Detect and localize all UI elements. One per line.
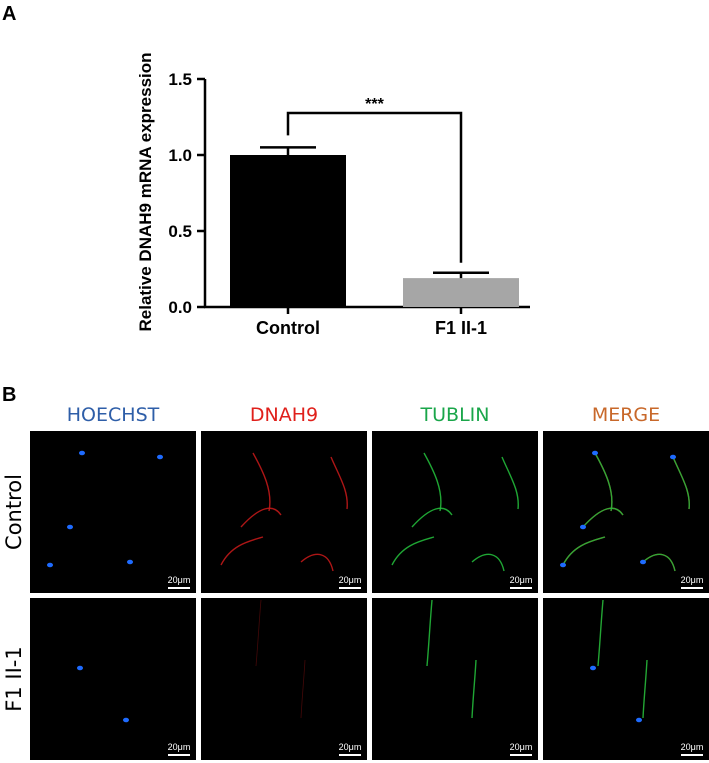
- bar-control: [230, 155, 346, 307]
- dnah9-signal: [252, 452, 271, 512]
- dnah9-signal: [240, 507, 282, 528]
- image-background: [201, 431, 367, 593]
- sperm-nucleus: [590, 665, 596, 671]
- sperm-nucleus: [157, 454, 163, 460]
- scale-bar-label: 20μm: [510, 742, 533, 752]
- tubulin-signal: [642, 553, 676, 572]
- image-panel-f1-ii-1-merge: 20μm: [543, 598, 709, 760]
- microscopy-grid: HOECHST DNAH9 TUBLIN MERGE Control F1 II-1 20μ…: [2, 404, 709, 760]
- sperm-nucleus: [47, 562, 53, 568]
- sperm-nucleus: [636, 717, 642, 723]
- image-panel-control-hoechst: 20μm: [30, 431, 196, 593]
- tubulin-signal: [471, 659, 477, 719]
- x-tick-label: Control: [256, 318, 320, 338]
- panel-a-letter: A: [2, 3, 16, 25]
- sperm-nucleus: [592, 450, 598, 456]
- sperm-nucleus: [67, 524, 73, 530]
- scale-bar-label: 20μm: [339, 742, 362, 752]
- scale-bar-label: 20μm: [168, 575, 191, 585]
- column-header-merge: MERGE: [592, 404, 660, 426]
- sperm-nucleus: [79, 450, 85, 456]
- dnah9-signal: [255, 599, 262, 667]
- y-axis-title: Relative DNAH9 mRNA expression: [136, 52, 155, 331]
- image-panel-f1-ii-1-hoechst: 20μm: [30, 598, 196, 760]
- image-background: [201, 598, 367, 760]
- image-background: [372, 431, 538, 593]
- image-panel-f1-ii-1-tublin: 20μm: [372, 598, 538, 760]
- dnah9-signal: [300, 553, 334, 572]
- image-panel-control-dnah9: 20μm: [201, 431, 367, 593]
- tubulin-signal: [471, 553, 505, 572]
- y-tick-label: 0.0: [168, 298, 192, 317]
- tubulin-signal: [411, 507, 453, 528]
- image-background: [30, 431, 196, 593]
- tubulin-signal: [642, 659, 648, 719]
- scale-bar-label: 20μm: [681, 742, 704, 752]
- row-label: Control: [2, 474, 26, 550]
- dnah9-signal: [300, 659, 306, 719]
- tubulin-signal: [562, 536, 606, 566]
- tubulin-signal: [582, 507, 624, 528]
- scale-bar-label: 20μm: [510, 575, 533, 585]
- image-background: [543, 598, 709, 760]
- column-header-hoechst: HOECHST: [67, 404, 160, 426]
- column-header-dnah9: DNAH9: [250, 404, 318, 426]
- y-tick-label: 1.5: [168, 70, 192, 89]
- sperm-nucleus: [127, 559, 133, 565]
- image-panel-control-merge: 20μm: [543, 431, 709, 593]
- tubulin-signal: [594, 452, 613, 512]
- panel-b-letter: B: [2, 384, 16, 406]
- sperm-nucleus: [580, 524, 586, 530]
- tubulin-signal: [597, 599, 604, 667]
- bar-f1-ii-1: [403, 278, 519, 307]
- scale-bar-label: 20μm: [681, 575, 704, 585]
- significance-label: ***: [365, 96, 384, 113]
- column-header-tublin: TUBLIN: [420, 404, 490, 426]
- image-background: [372, 598, 538, 760]
- significance-bracket: [286, 111, 463, 263]
- scale-bar-label: 20μm: [168, 742, 191, 752]
- dnah9-signal: [220, 536, 264, 566]
- sperm-nucleus: [123, 717, 129, 723]
- tubulin-signal: [391, 536, 435, 566]
- sperm-nucleus: [560, 562, 566, 568]
- sperm-nucleus: [670, 454, 676, 460]
- tubulin-signal: [423, 452, 442, 512]
- tubulin-signal: [672, 456, 690, 510]
- tubulin-signal: [501, 456, 519, 510]
- image-panel-f1-ii-1-dnah9: 20μm: [201, 598, 367, 760]
- y-tick-label: 1.0: [168, 146, 192, 165]
- sperm-nucleus: [77, 665, 83, 671]
- image-panel-control-tublin: 20μm: [372, 431, 538, 593]
- image-background: [30, 598, 196, 760]
- sperm-nucleus: [640, 559, 646, 565]
- image-background: [543, 431, 709, 593]
- y-tick-label: 0.5: [168, 222, 192, 241]
- tubulin-signal: [426, 599, 433, 667]
- dnah9-signal: [330, 456, 348, 510]
- x-tick-label: F1 II-1: [435, 318, 487, 338]
- scale-bar-label: 20μm: [339, 575, 362, 585]
- bar-chart: Relative DNAH9 mRNA expression 0.0 0.5 1.0…: [136, 52, 530, 338]
- row-label: F1 II-1: [2, 646, 26, 711]
